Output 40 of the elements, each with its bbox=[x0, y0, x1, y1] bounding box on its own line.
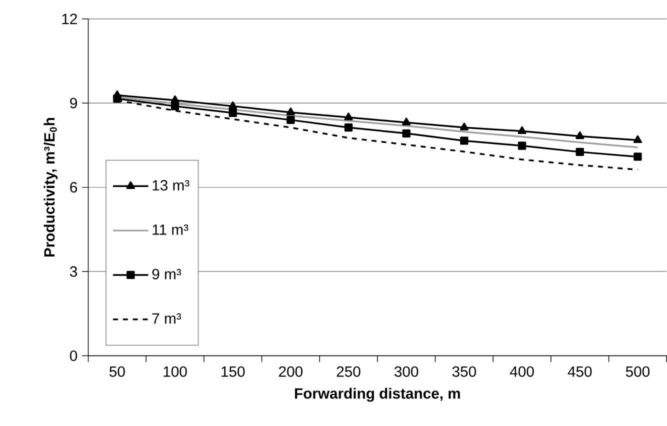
point bbox=[112, 90, 122, 98]
x-tick-label: 50 bbox=[110, 366, 125, 377]
point bbox=[402, 129, 410, 138]
point bbox=[576, 131, 584, 139]
point bbox=[402, 117, 411, 126]
legend-label: 13 m³ bbox=[152, 180, 190, 190]
point bbox=[576, 148, 584, 156]
point bbox=[633, 135, 642, 143]
y-tick-label: 3 bbox=[70, 266, 78, 277]
x-tick-label: 350 bbox=[452, 366, 476, 377]
x-tick-label: 250 bbox=[336, 366, 360, 377]
point bbox=[286, 107, 295, 116]
x-tick-label: 150 bbox=[222, 366, 245, 377]
x-tick-label: 500 bbox=[626, 366, 650, 377]
point bbox=[518, 142, 526, 150]
x-tick-label: 400 bbox=[510, 366, 534, 377]
x-tick-label: 450 bbox=[568, 366, 592, 377]
point bbox=[170, 95, 180, 103]
y-tick-label: 9 bbox=[70, 98, 77, 108]
y-tick-label: 12 bbox=[62, 14, 77, 24]
y-axis-title: Productivity, m³/E$_{0}$h bbox=[44, 118, 58, 256]
y-tick-label: 6 bbox=[70, 182, 78, 192]
x-tick-label: 200 bbox=[279, 366, 303, 377]
legend-label: 11 m³ bbox=[152, 224, 188, 235]
point bbox=[344, 112, 353, 120]
point bbox=[460, 122, 468, 130]
x-tick-label: 300 bbox=[394, 366, 418, 377]
legend-label: 9 m³ bbox=[152, 268, 182, 280]
x-tick-label: 100 bbox=[164, 366, 187, 377]
point bbox=[228, 101, 238, 109]
y-tick-label: 0 bbox=[70, 350, 78, 361]
legend-label: 7 m³ bbox=[152, 313, 182, 324]
point bbox=[286, 116, 295, 124]
point bbox=[634, 152, 642, 161]
x-axis-title: Forwarding distance, m bbox=[295, 388, 460, 402]
point bbox=[228, 108, 237, 117]
point bbox=[518, 126, 526, 134]
point bbox=[170, 102, 180, 110]
point bbox=[460, 136, 468, 145]
point bbox=[344, 123, 353, 132]
